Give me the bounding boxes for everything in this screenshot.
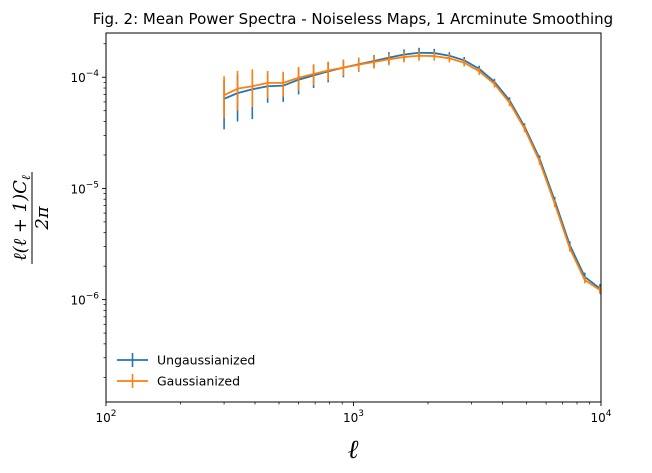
legend: Ungaussianized Gaussianized bbox=[117, 353, 255, 389]
x-tick-label: 102 bbox=[95, 409, 116, 425]
y-axis-label: ℓ(ℓ + 1)Cℓ 2π bbox=[10, 172, 53, 264]
y-tick-label: 10−4 bbox=[70, 69, 99, 85]
legend-label: Ungaussianized bbox=[157, 353, 255, 368]
y-axis-label-numerator: ℓ(ℓ + 1)Cℓ bbox=[10, 175, 33, 261]
legend-item: Ungaussianized bbox=[117, 353, 255, 368]
axes-frame bbox=[105, 32, 602, 403]
series-ungaussianized bbox=[223, 47, 601, 295]
y-tick-label: 10−6 bbox=[70, 292, 99, 308]
x-axis-label: ℓ bbox=[348, 435, 359, 465]
series-layer bbox=[223, 47, 601, 296]
x-tick-label: 103 bbox=[343, 409, 364, 425]
legend-label: Gaussianized bbox=[157, 374, 240, 389]
x-tick-label: 104 bbox=[590, 409, 611, 425]
series-gaussianized bbox=[223, 51, 601, 296]
plot-area bbox=[105, 32, 602, 403]
series-line bbox=[223, 51, 601, 291]
series-line bbox=[223, 54, 601, 292]
y-axis-label-numerator-sub: ℓ bbox=[19, 175, 33, 180]
y-tick-label: 10−5 bbox=[70, 180, 99, 196]
legend-item: Gaussianized bbox=[117, 374, 240, 389]
x-axis: 102 103 104 bbox=[95, 402, 612, 425]
chart-title: Fig. 2: Mean Power Spectra - Noiseless M… bbox=[93, 10, 613, 28]
y-axis-label-numerator-text: ℓ(ℓ + 1)C bbox=[10, 180, 31, 261]
y-axis: 10−6 10−5 10−4 bbox=[70, 43, 106, 378]
y-axis-label-denominator: 2π bbox=[32, 205, 53, 230]
